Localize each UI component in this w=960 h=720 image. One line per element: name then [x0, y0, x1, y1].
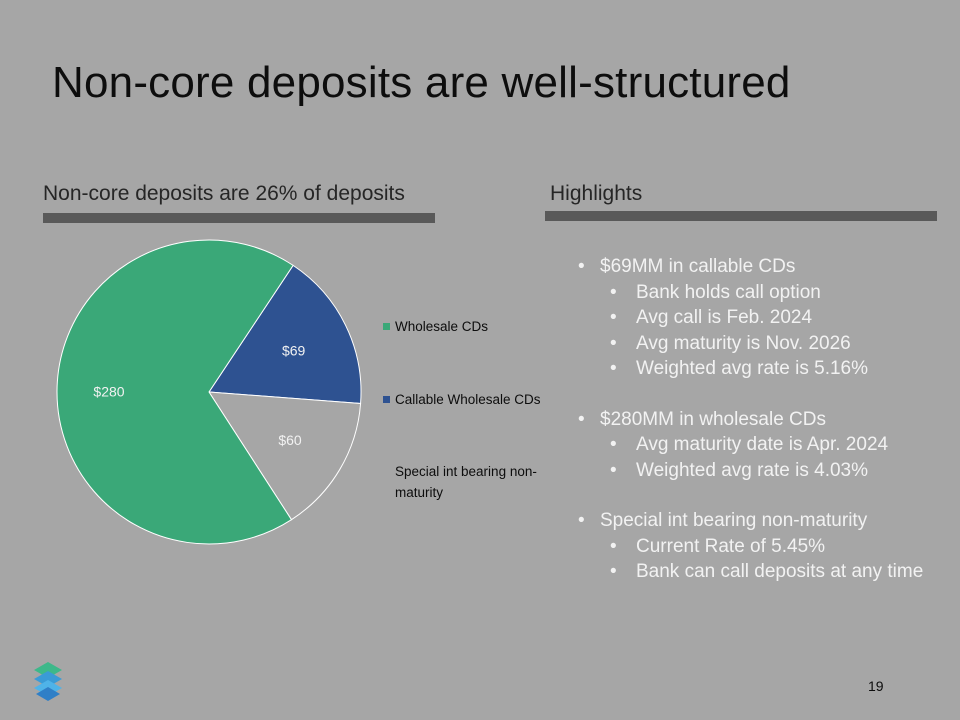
highlights-heading-rule — [545, 211, 937, 221]
highlight-sub-bullet: • Avg maturity is Nov. 2026 — [578, 331, 938, 357]
highlight-sub-bullet: • Current Rate of 5.45% — [578, 534, 938, 560]
bullet-text: Avg call is Feb. 2024 — [636, 307, 813, 328]
highlight-sub-bullet: • Bank can call deposits at any time — [578, 559, 938, 585]
data-label-wholesale-cds: $280 — [93, 384, 124, 400]
chart-heading: Non-core deposits are 26% of deposits — [43, 182, 405, 205]
pie-chart: $69 $60 $280 — [56, 239, 362, 545]
bullet-icon: • — [610, 281, 617, 303]
bullet-text: Avg maturity date is Apr. 2024 — [636, 434, 889, 455]
legend-swatch — [383, 468, 390, 475]
bullet-text: Avg maturity is Nov. 2026 — [636, 332, 851, 354]
bullet-text: Current Rate of 5.45% — [636, 535, 826, 557]
legend-swatch — [383, 323, 390, 330]
bullet-text: Bank can call deposits at any time — [636, 561, 924, 582]
bullet-icon: • — [610, 332, 617, 354]
company-logo — [34, 662, 62, 701]
data-label-special-int-bearing: $60 — [278, 432, 302, 448]
bullet-text: Weighted avg rate is 5.16% — [636, 358, 869, 379]
legend-swatch — [383, 396, 390, 403]
data-label-callable-wholesale-cds: $69 — [282, 343, 306, 359]
bullet-icon: • — [610, 561, 617, 582]
bullet-text: $69MM in callable CDs — [600, 256, 796, 277]
legend-item-special-int-bearing: Special int bearing non-maturity — [383, 461, 563, 503]
bullet-text: Special int bearing non-maturity — [600, 510, 868, 531]
bullet-icon: • — [578, 256, 585, 277]
highlight-sub-bullet: • Avg maturity date is Apr. 2024 — [578, 432, 938, 458]
highlight-sub-bullet: • Avg call is Feb. 2024 — [578, 305, 938, 331]
bullet-text: Bank holds call option — [636, 281, 821, 303]
highlights-heading: Highlights — [550, 182, 643, 205]
page-number: 19 — [868, 678, 884, 694]
highlights-list: • $69MM in callable CDs • Bank holds call o… — [578, 254, 938, 585]
legend-item-callable-wholesale-cds: Callable Wholesale CDs — [383, 389, 563, 410]
legend-label: Callable Wholesale CDs — [395, 392, 541, 407]
highlight-bullet: • Special int bearing non-maturity — [578, 508, 938, 534]
slice-special-int-bearing — [208, 391, 362, 521]
legend-item-wholesale-cds: Wholesale CDs — [383, 316, 563, 337]
highlight-sub-bullet: • Weighted avg rate is 4.03% — [578, 458, 938, 484]
bullet-icon: • — [610, 459, 617, 481]
bullet-icon: • — [578, 408, 585, 430]
bullet-icon: • — [610, 434, 617, 455]
highlight-sub-bullet: • Weighted avg rate is 5.16% — [578, 356, 938, 382]
bullet-text: Weighted avg rate is 4.03% — [636, 459, 869, 481]
chart-heading-rule — [43, 213, 435, 223]
legend-label: Special int bearing non-maturity — [395, 464, 537, 500]
bullet-icon: • — [578, 510, 585, 531]
slice-callable-wholesale-cds — [208, 264, 362, 405]
bullet-icon: • — [610, 358, 617, 379]
bullet-icon: • — [610, 535, 617, 557]
highlight-sub-bullet: • Bank holds call option — [578, 280, 938, 306]
slide-title: Non-core deposits are well-structured — [52, 58, 791, 107]
bullet-icon: • — [610, 307, 617, 328]
legend-label: Wholesale CDs — [395, 319, 489, 334]
highlight-bullet: • $280MM in wholesale CDs — [578, 407, 938, 433]
bullet-text: $280MM in wholesale CDs — [600, 408, 826, 430]
slice-wholesale-cds — [56, 239, 294, 545]
highlight-bullet: • $69MM in callable CDs — [578, 254, 938, 280]
